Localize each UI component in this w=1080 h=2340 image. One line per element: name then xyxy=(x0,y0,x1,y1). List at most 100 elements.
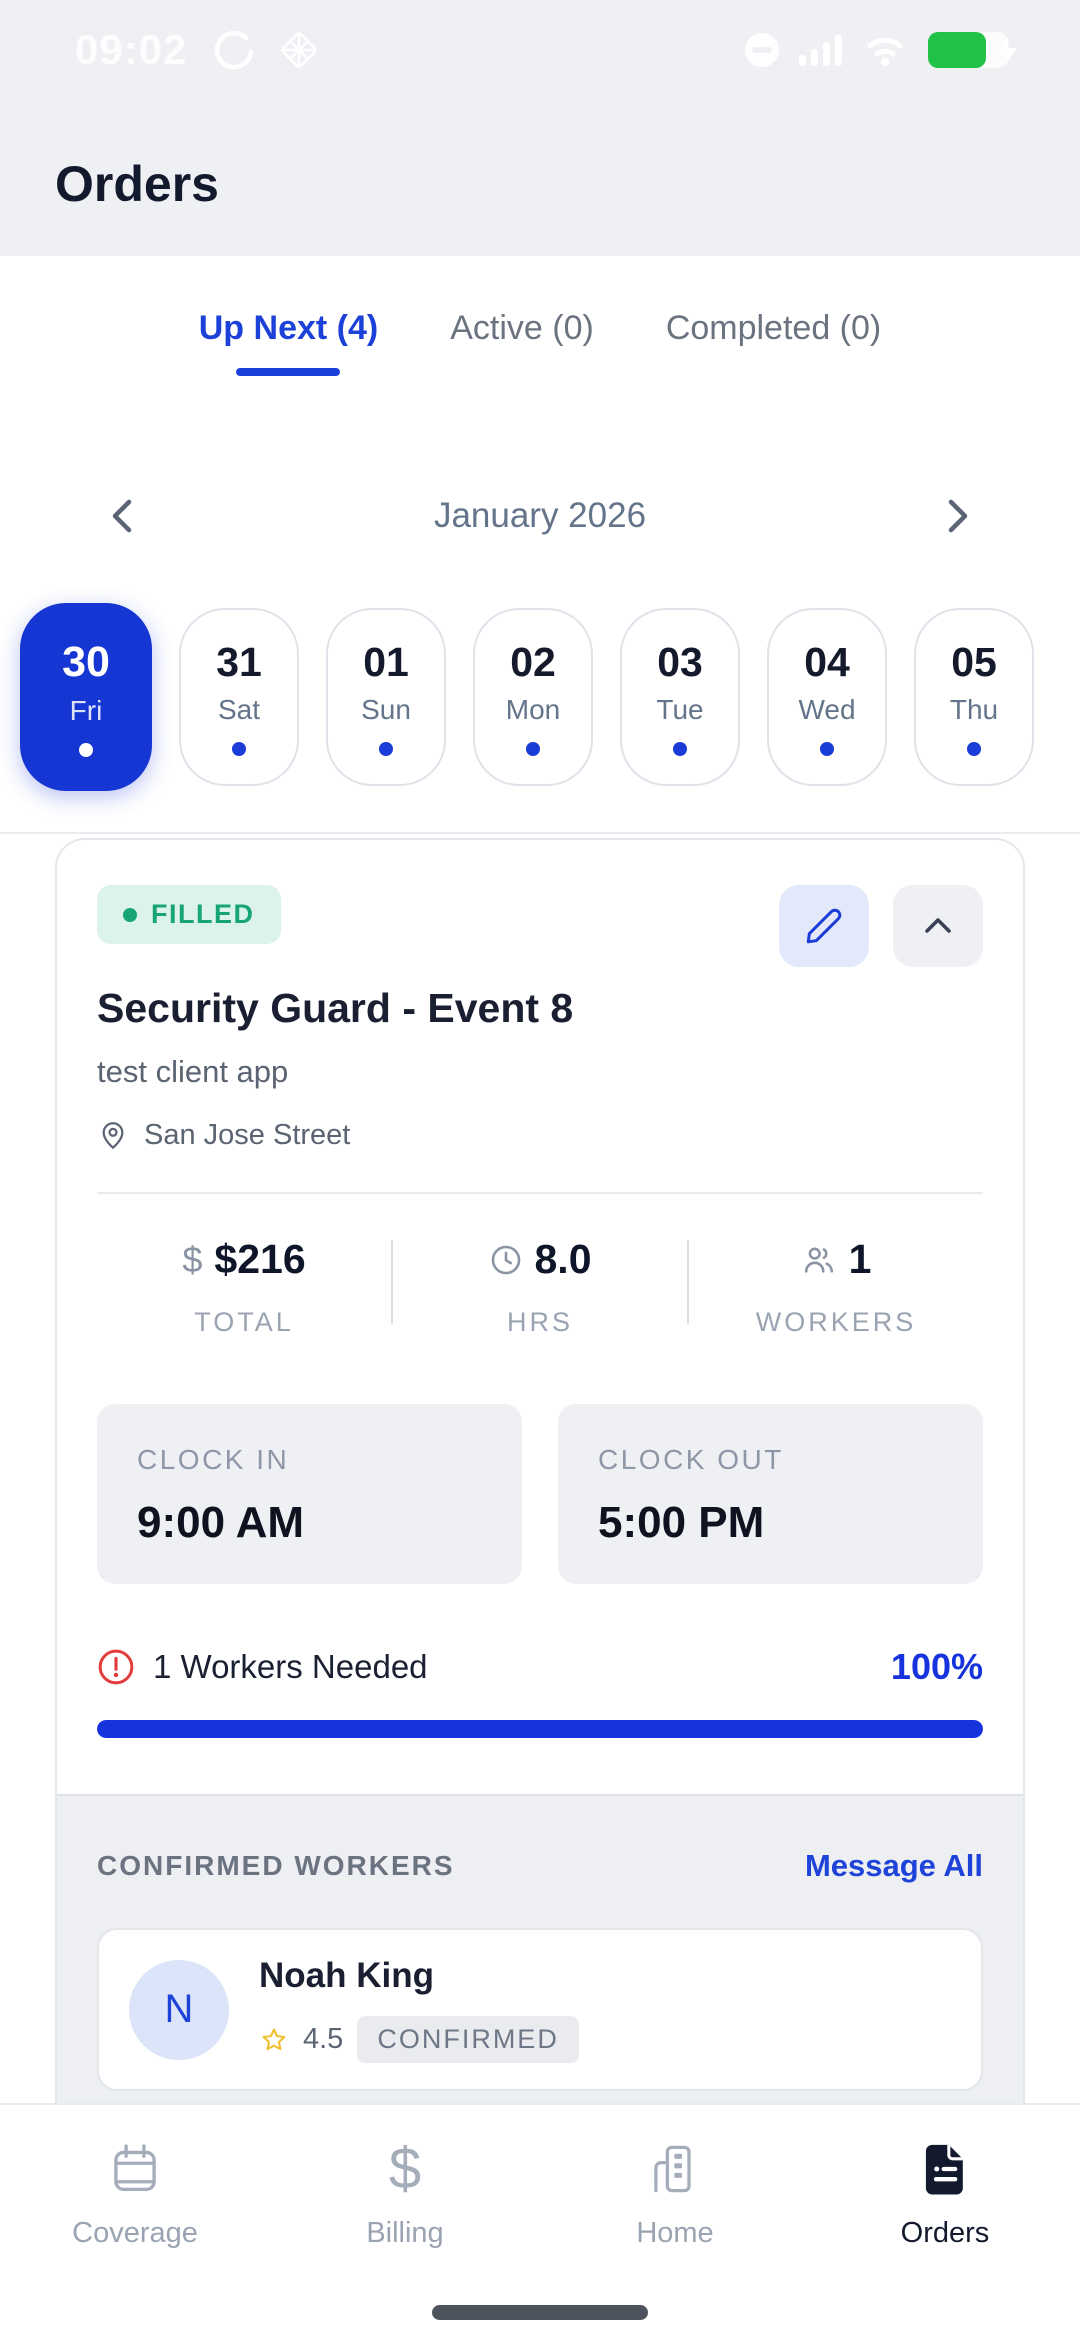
clock-out-box: CLOCK OUT 5:00 PM xyxy=(558,1404,983,1584)
month-label: January 2026 xyxy=(433,496,647,535)
message-all-link[interactable]: Message All xyxy=(804,1848,983,1883)
date-pill-05[interactable]: 05 Thu xyxy=(914,608,1034,786)
event-dot xyxy=(79,742,93,757)
status-badge: FILLED xyxy=(97,885,281,944)
event-dot xyxy=(232,741,246,756)
document-icon xyxy=(925,2144,963,2195)
tab-up-next[interactable]: Up Next (4) xyxy=(199,308,378,376)
nav-label: Coverage xyxy=(72,2217,198,2249)
fill-progress-value xyxy=(97,1720,983,1738)
tab-active[interactable]: Active (0) xyxy=(450,308,594,376)
stat-label: WORKERS xyxy=(755,1307,917,1337)
workers-needed-text: 1 Workers Needed xyxy=(153,1648,428,1685)
date-pill-03[interactable]: 03 Tue xyxy=(620,608,740,786)
event-dot xyxy=(967,741,981,756)
order-stats: $ $216 TOTAL 8.0 xyxy=(97,1194,983,1338)
clock-times: CLOCK IN 9:00 AM CLOCK OUT 5:00 PM xyxy=(97,1404,983,1584)
event-dot xyxy=(820,741,834,756)
clock-in-box: CLOCK IN 9:00 AM xyxy=(97,1404,522,1584)
active-tab-underline xyxy=(236,368,341,376)
dollar-icon: $ xyxy=(182,1238,203,1280)
clock-out-label: CLOCK OUT xyxy=(598,1444,784,1475)
collapse-card-button[interactable] xyxy=(893,885,983,967)
date-pill-01[interactable]: 01 Sun xyxy=(326,608,446,786)
nav-item-coverage[interactable]: Coverage xyxy=(0,2105,270,2340)
home-indicator[interactable] xyxy=(432,2305,648,2320)
worker-row[interactable]: N Noah King 4.5 CONFIRMED xyxy=(97,1928,983,2091)
stat-label: TOTAL xyxy=(194,1307,294,1337)
wifi-icon xyxy=(867,37,903,67)
location-pin-icon xyxy=(102,1122,124,1150)
card-divider xyxy=(97,1192,983,1194)
worker-status-badge: CONFIRMED xyxy=(357,2016,579,2063)
worker-avatar: N xyxy=(129,1959,229,2060)
charging-bolt-icon xyxy=(997,36,1017,66)
nav-label: Home xyxy=(636,2217,714,2249)
nav-label: Billing xyxy=(366,2217,444,2249)
stat-divider xyxy=(391,1240,393,1324)
nav-item-home[interactable]: Home xyxy=(540,2105,810,2340)
page-header: Orders xyxy=(0,100,1080,256)
edit-order-button[interactable] xyxy=(779,885,869,967)
stat-divider xyxy=(687,1240,689,1324)
chevron-left-icon xyxy=(112,499,132,533)
fill-percent: 100% xyxy=(890,1646,983,1687)
worker-rating: 4.5 xyxy=(303,2023,344,2055)
event-dot xyxy=(526,741,540,756)
next-month-button[interactable] xyxy=(936,494,980,538)
previous-month-button[interactable] xyxy=(100,494,144,538)
cell-signal-icon xyxy=(799,34,842,66)
star-icon xyxy=(262,2027,286,2050)
gem-notification-icon xyxy=(281,32,318,68)
order-location: San Jose Street xyxy=(97,1118,983,1152)
alert-icon xyxy=(98,1649,134,1685)
status-bar: 09:02 xyxy=(0,0,1080,100)
stat-value: $216 xyxy=(214,1236,306,1282)
order-client: test client app xyxy=(97,1054,289,1089)
people-icon xyxy=(801,1243,837,1277)
page-title: Orders xyxy=(55,156,219,212)
nav-item-orders[interactable]: Orders xyxy=(810,2105,1080,2340)
pencil-icon xyxy=(806,908,842,944)
tab-label: Active (0) xyxy=(450,309,594,347)
order-card: FILLED Security Guard - Event 8 xyxy=(55,838,1025,2153)
date-pill-31[interactable]: 31 Sat xyxy=(179,608,299,786)
nav-label: Orders xyxy=(900,2217,990,2249)
clock-in-label: CLOCK IN xyxy=(137,1444,290,1475)
date-pill-02[interactable]: 02 Mon xyxy=(473,608,593,786)
clock-icon xyxy=(489,1243,523,1277)
confirmed-workers-heading: CONFIRMED WORKERS xyxy=(97,1850,455,1881)
stat-total: $ $216 TOTAL xyxy=(97,1236,391,1338)
status-dot-icon xyxy=(123,907,137,922)
date-pill-04[interactable]: 04 Wed xyxy=(767,608,887,786)
section-divider xyxy=(0,832,1080,834)
stat-value: 8.0 xyxy=(534,1236,592,1282)
top-zone: 09:02 xyxy=(0,0,1080,256)
event-dot xyxy=(673,741,687,756)
stat-value: 1 xyxy=(848,1236,872,1282)
clock-out-value: 5:00 PM xyxy=(598,1498,765,1547)
date-pill-30[interactable]: 30 Fri xyxy=(20,603,152,791)
tab-completed[interactable]: Completed (0) xyxy=(666,308,881,376)
calendar-icon xyxy=(114,2144,156,2192)
chevron-up-icon xyxy=(925,918,951,933)
status-right-icons xyxy=(745,31,1017,69)
month-navigation: January 2026 xyxy=(0,416,1080,546)
stat-hours: 8.0 HRS xyxy=(393,1236,687,1338)
order-tabs: Up Next (4) Active (0) Completed (0) xyxy=(0,256,1080,416)
status-left-icons xyxy=(213,28,321,72)
date-carousel: 30 Fri 31 Sat 01 Sun 02 Mon 03 Tue 04 We… xyxy=(0,602,1080,792)
bottom-navigation: Coverage $ Billing Home Orde xyxy=(0,2103,1080,2340)
event-dot xyxy=(379,741,393,756)
worker-name: Noah King xyxy=(259,1956,434,1995)
sync-spinner-icon xyxy=(215,30,254,70)
stat-workers: 1 WORKERS xyxy=(689,1236,983,1338)
clock-in-value: 9:00 AM xyxy=(137,1498,305,1547)
dollar-icon: $ xyxy=(388,2136,422,2201)
building-icon xyxy=(654,2145,691,2193)
nav-item-billing[interactable]: $ Billing xyxy=(270,2105,540,2340)
fill-progress-bar xyxy=(97,1720,983,1738)
workers-needed-row: 1 Workers Needed 100% xyxy=(97,1646,983,1688)
confirmed-workers-section: CONFIRMED WORKERS Message All N Noah Kin… xyxy=(57,1794,1023,2151)
